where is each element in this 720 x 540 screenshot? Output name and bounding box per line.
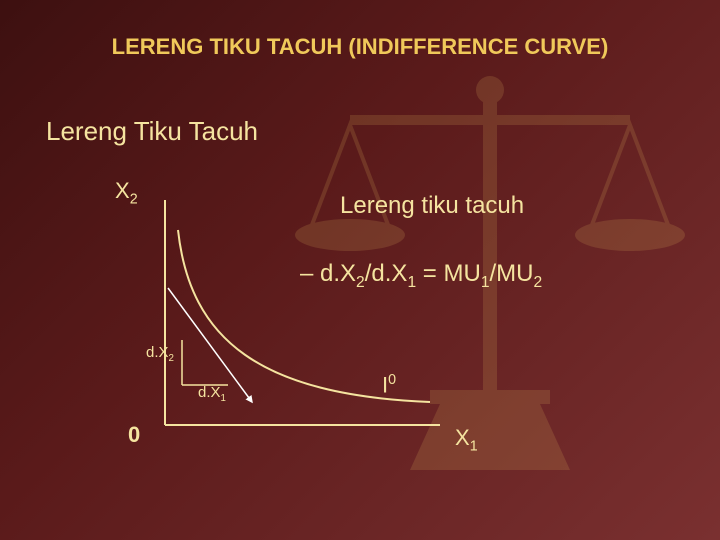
formula-sub: 1: [481, 274, 490, 291]
slide-subtitle: Lereng Tiku Tacuh: [46, 116, 258, 147]
formula-sub: 2: [534, 274, 543, 291]
curve-label-super: 0: [388, 372, 396, 388]
dx1-label-text: d.X: [198, 384, 221, 401]
x-axis-label-text: X: [455, 425, 470, 450]
indifference-curve-chart: X2 X1 0 I0 d.X2 d.X1: [120, 190, 440, 450]
chart-svg: [120, 190, 440, 450]
slide-title: LERENG TIKU TACUH (INDIFFERENCE CURVE): [0, 34, 720, 60]
dx2-label-sub: 2: [169, 353, 174, 364]
slide: LERENG TIKU TACUH (INDIFFERENCE CURVE) L…: [0, 0, 720, 540]
dx1-label: d.X1: [198, 384, 226, 404]
y-axis-label-sub: 2: [130, 191, 138, 207]
dx1-label-sub: 1: [221, 393, 226, 404]
y-axis-label-text: X: [115, 178, 130, 203]
dx2-label: d.X2: [146, 344, 174, 364]
origin-label-text: 0: [128, 422, 140, 447]
formula-part: /MU: [490, 260, 534, 287]
subtitle-text: Lereng Tiku Tacuh: [46, 116, 258, 146]
dx2-label-text: d.X: [146, 344, 169, 361]
y-axis-label: X2: [115, 178, 138, 207]
x-axis-label-sub: 1: [470, 438, 478, 454]
origin-label: 0: [128, 422, 140, 448]
curve-label: I0: [382, 372, 396, 398]
title-text: LERENG TIKU TACUH (INDIFFERENCE CURVE): [112, 34, 609, 59]
x-axis-label: X1: [455, 425, 478, 454]
